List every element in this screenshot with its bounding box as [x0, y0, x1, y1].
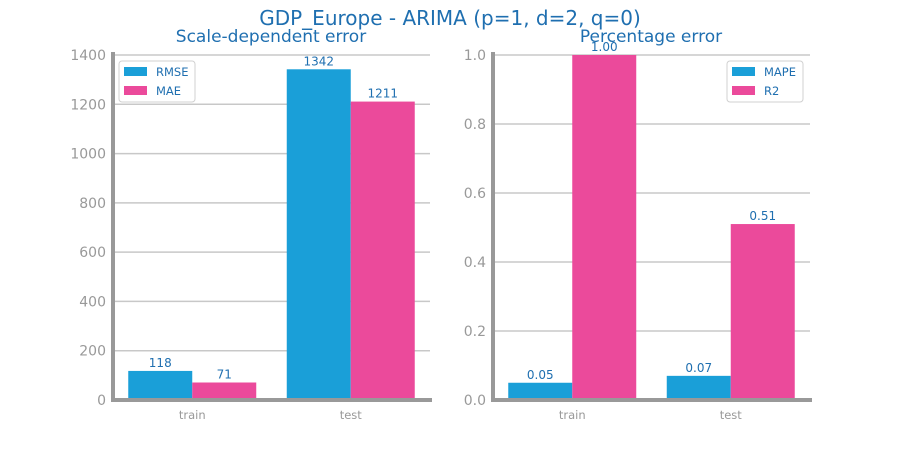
x-tick-label: test [720, 408, 743, 422]
y-tick-label: 0.4 [464, 255, 486, 271]
legend-swatch [732, 67, 755, 76]
y-tick-label: 400 [79, 294, 106, 310]
x-tick-label: train [179, 408, 206, 422]
chart-title: Scale-dependent error [176, 27, 366, 47]
legend-label: MAE [156, 84, 181, 98]
x-tick-label: train [559, 408, 586, 422]
legend-swatch [732, 86, 755, 95]
figure-title: GDP_Europe - ARIMA (p=1, d=2, q=0) [259, 6, 641, 30]
bar-mape-test [666, 375, 731, 400]
data-label: 0.51 [749, 209, 776, 223]
bar-r2-train [572, 55, 637, 400]
y-tick-label: 0.0 [464, 393, 486, 409]
data-label: 1211 [367, 87, 398, 101]
data-label: 1342 [303, 54, 334, 68]
chart-title: Percentage error [580, 27, 722, 47]
bar-rmse-train [128, 370, 193, 400]
y-tick-label: 200 [79, 344, 106, 360]
legend-label: RMSE [156, 65, 188, 79]
legend: MAPE R2 [726, 60, 804, 103]
chart-panel-1: Scale-dependent error 0 200 400 600 800 1000 12… [70, 27, 432, 422]
y-tick-label: 0.6 [464, 186, 486, 202]
x-tick-label: test [340, 408, 363, 422]
y-tick-label: 1000 [70, 147, 106, 163]
bar-r2-test [730, 224, 795, 400]
legend-label: R2 [764, 84, 779, 98]
data-label: 118 [149, 356, 172, 370]
bar-mape-train [508, 382, 573, 400]
bar-mae-test [350, 101, 415, 400]
data-label: 0.07 [685, 361, 712, 375]
data-label: 71 [217, 368, 232, 382]
y-tick-label: 0.8 [464, 117, 486, 133]
y-tick-label: 800 [79, 196, 106, 212]
y-tick-label: 1200 [70, 97, 106, 113]
bar-rmse-test [286, 69, 351, 401]
y-tick-label: 0 [97, 393, 106, 409]
y-tick-label: 0.2 [464, 324, 486, 340]
chart-panel-2: Percentage error 0.0 0.2 0.4 0.6 0.8 1.0 0.05 1.… [464, 27, 812, 422]
legend: RMSE MAE [118, 60, 196, 103]
legend-swatch [124, 67, 147, 76]
y-tick-label: 1400 [70, 48, 106, 64]
data-label: 0.05 [527, 368, 554, 382]
y-tick-label: 600 [79, 245, 106, 261]
y-tick-label: 1.0 [464, 48, 486, 64]
legend-swatch [124, 86, 147, 95]
legend-label: MAPE [764, 65, 796, 79]
bar-mae-train [192, 382, 257, 400]
data-label: 1.00 [591, 40, 618, 54]
